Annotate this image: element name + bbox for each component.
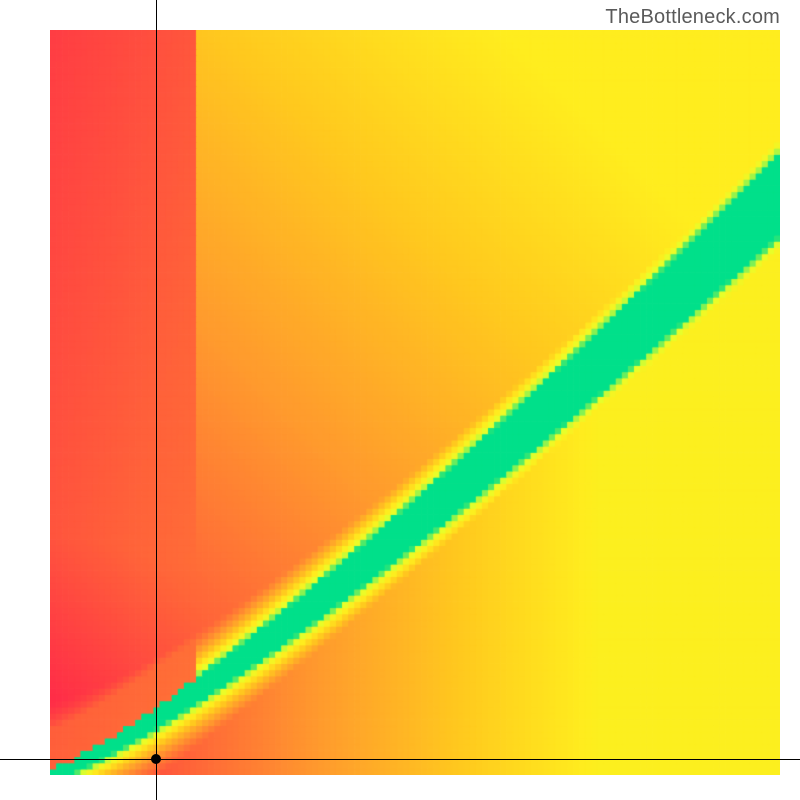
- crosshair-vertical: [156, 0, 157, 800]
- crosshair-horizontal: [0, 759, 800, 760]
- crosshair-dot: [151, 754, 161, 764]
- bottleneck-heatmap: [50, 30, 780, 775]
- heatmap-canvas: [50, 30, 780, 775]
- watermark-text: TheBottleneck.com: [605, 6, 780, 29]
